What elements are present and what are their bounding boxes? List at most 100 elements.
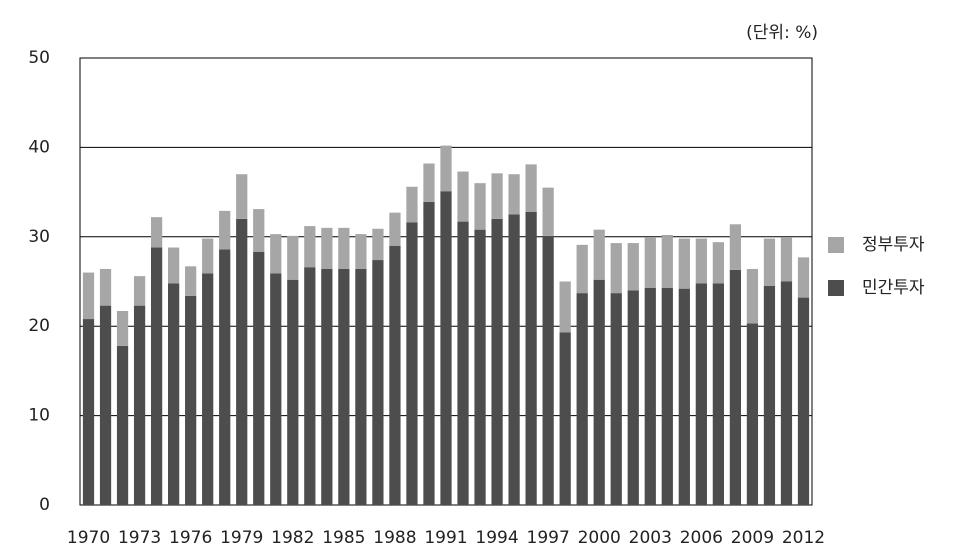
bar-segment [321,268,333,505]
bar-segment [746,323,759,505]
bar-segment [457,221,469,506]
bar-segment [491,173,503,219]
x-tick-label: 2012 [782,528,825,548]
bar-segment [270,273,282,505]
bar-segment [644,287,656,505]
legend-swatch [828,237,844,253]
bar-segment [763,238,776,286]
bar-segment [797,257,810,298]
bar-segment [150,247,163,505]
x-tick-label: 1979 [220,528,263,548]
bar-segment [746,268,759,324]
bar-segment [82,319,95,505]
bar-segment [372,228,384,261]
bar-segment [627,243,639,291]
bar-segment [389,212,401,246]
y-tick-label: 30 [28,227,50,247]
bar-segment [185,295,197,505]
x-tick-label: 1997 [527,528,570,548]
bar-segment [423,163,435,202]
bar-segment [508,174,520,215]
bar-segment [355,268,367,505]
bar-segment [542,187,554,236]
bar-segment [99,305,112,505]
bar-segment [236,174,248,219]
bar-segment [168,247,180,284]
bar-segment [116,345,129,505]
bar-segment [389,245,401,506]
bar-segment [729,224,742,270]
x-tick-label: 1970 [67,528,110,548]
bar-segment [304,267,316,505]
x-tick-label: 1988 [373,528,416,548]
bar-segment [525,211,537,505]
x-tick-label: 1985 [322,528,365,548]
bar-segment [116,311,129,346]
bar-segment [219,210,231,250]
x-tick-label: 2000 [578,528,621,548]
bar-segment [440,145,452,192]
bar-segment [406,222,418,505]
x-tick-label: 2006 [680,528,723,548]
bar-segment [338,227,350,269]
y-tick-label: 40 [28,137,50,157]
bar-segment [457,171,469,222]
x-tick-label: 1991 [424,528,467,548]
legend-swatch [828,280,844,296]
bar-segment [474,183,486,230]
bar-segment [150,217,163,248]
bar-segment [133,276,146,306]
bar-segment [695,238,707,284]
y-tick-label: 50 [28,48,50,68]
bar-segment [168,283,180,505]
x-tick-label: 1982 [271,528,314,548]
bar-segment [474,229,486,505]
bar-segment [372,260,384,505]
x-tick-label: 1973 [118,528,161,548]
bar-segment [355,234,367,269]
bar-segment [406,186,418,223]
bar-segment [202,238,214,274]
bar-segment [712,283,724,505]
bar-segment [593,279,605,505]
bar-segment [559,281,571,333]
bar-segment [627,290,639,505]
bar-segment [219,249,231,505]
bar-segment [287,235,299,280]
bar-segment [644,237,656,288]
bar-segment [763,285,776,505]
y-tick-label: 10 [28,406,50,426]
bar-segment [270,234,282,274]
bar-segment [304,226,316,268]
bar-segment [82,272,95,320]
bar-segment [610,243,622,294]
bar-segment [729,269,742,505]
bar-segment [593,229,605,280]
bar-segment [236,218,248,506]
bar-segment [253,209,265,252]
unit-label: (단위: %) [746,23,818,43]
bar-segment [797,297,810,505]
bar-segment [576,244,588,294]
bar-segment [661,235,673,288]
y-tick-label: 20 [28,316,50,336]
bar-segment [695,283,707,505]
legend-label: 민간투자 [862,278,925,298]
bar-segment [678,288,690,505]
x-tick-label: 1994 [475,528,518,548]
x-tick-label: 2009 [731,528,774,548]
bar-segment [576,293,588,505]
bar-segment [338,268,350,505]
bar-segment [253,251,265,505]
bar-segment [542,235,554,505]
x-tick-label: 1976 [169,528,212,548]
y-tick-label: 0 [39,495,50,515]
bar-segment [202,273,214,505]
bar-segment [423,201,435,505]
bar-segment [491,218,503,506]
legend-label: 정부투자 [862,235,925,255]
bar-segment [712,242,724,284]
bar-segment [287,279,299,505]
bar-segment [99,268,112,306]
